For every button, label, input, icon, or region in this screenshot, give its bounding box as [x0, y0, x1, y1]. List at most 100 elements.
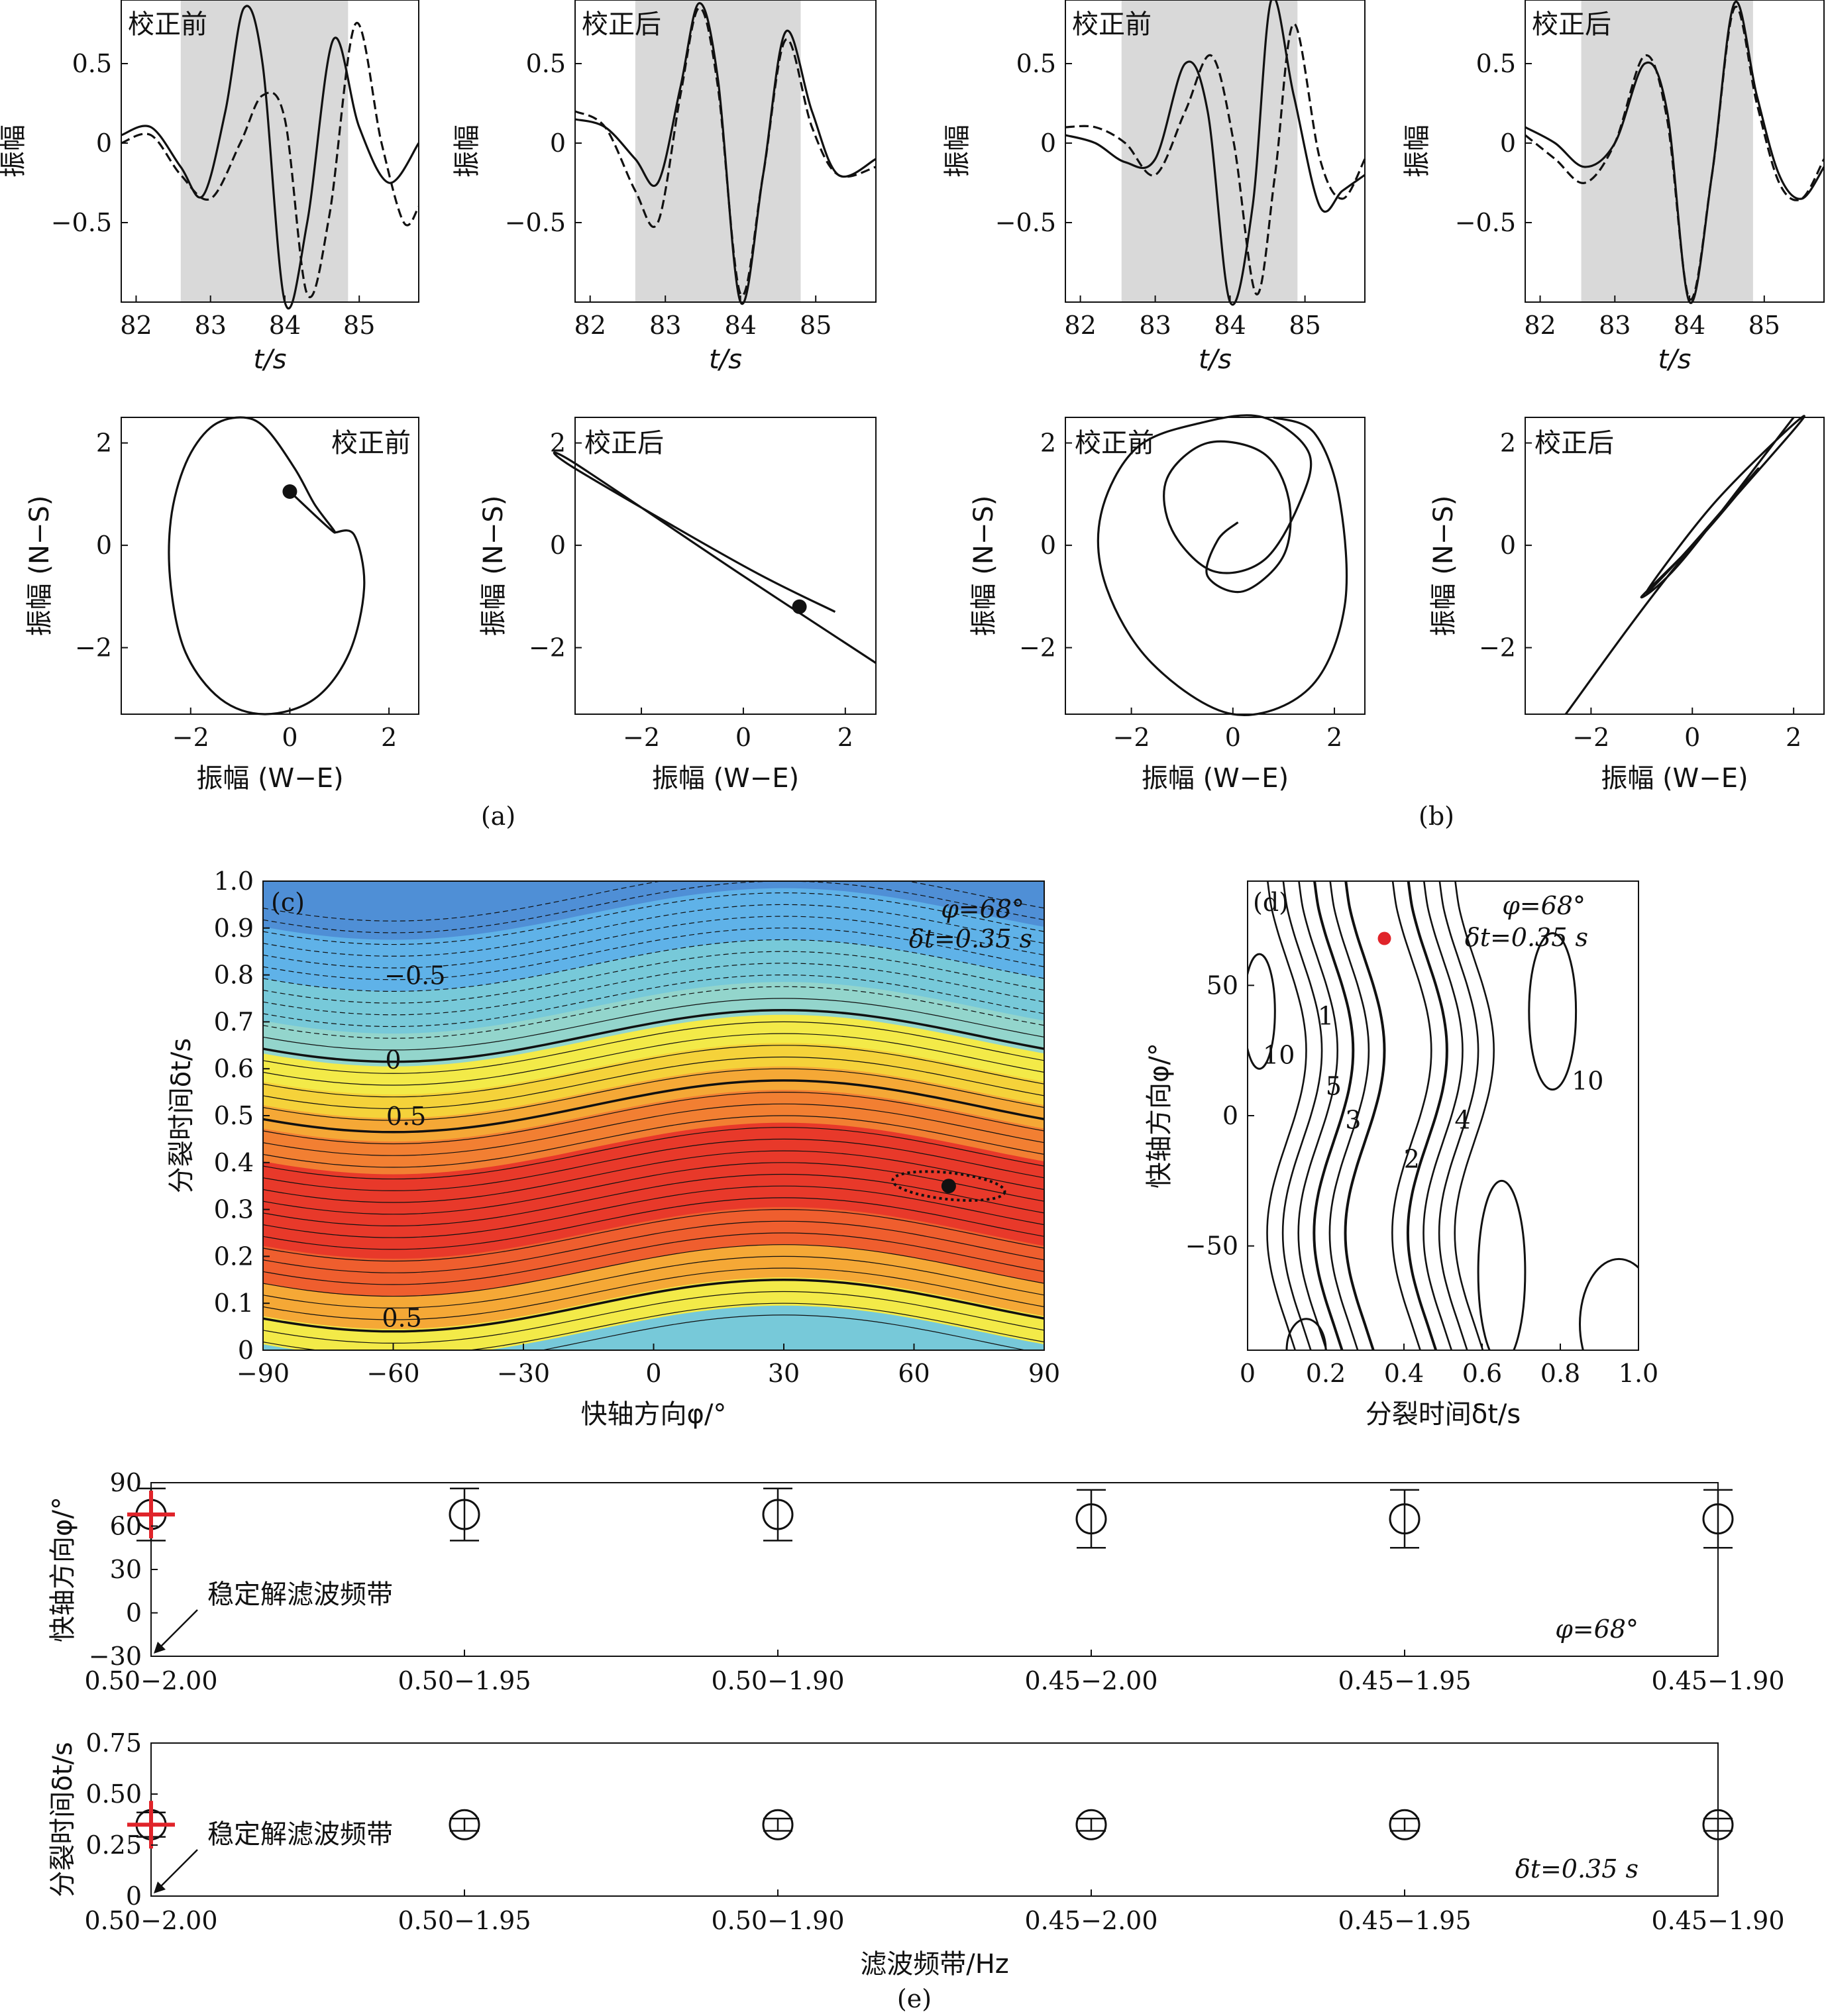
motion-path	[1097, 414, 1348, 716]
x-tick-label: 2	[381, 723, 397, 752]
y-tick-label: 1.0	[214, 867, 254, 896]
energy-contours	[1248, 881, 1638, 1350]
contour-level-label: 1	[1318, 1001, 1334, 1030]
contour-line	[263, 1068, 1044, 1121]
x-tick-label: 0	[1684, 723, 1700, 752]
contour-line	[263, 928, 1044, 981]
x-tick-label: 0.45−1.95	[1338, 1666, 1471, 1695]
panel-title: 校正前	[1072, 9, 1152, 40]
x-tick-label: 84	[269, 311, 301, 340]
x-tick-label: 85	[800, 311, 832, 340]
energy-contour	[1423, 881, 1464, 1350]
x-tick-label: 0.4	[1384, 1359, 1424, 1388]
caption-e: (e)	[897, 1984, 932, 2013]
y-tick-label: −0.5	[505, 208, 566, 237]
y-axis-label: 快轴方向φ/°	[48, 1497, 78, 1642]
waveform-wave_a_before: 82 83 84 85 0.5 0 −0.5 校正前 t/s 振幅	[0, 0, 420, 375]
x-tick-label: 0	[1240, 1359, 1256, 1388]
arrow-head	[154, 1642, 166, 1654]
y-tick-label: 0.75	[85, 1728, 142, 1758]
y-tick-label: −0.5	[995, 208, 1056, 237]
y-axis-label: 振幅 (N−S)	[1428, 496, 1459, 637]
waveform-panels: 82 83 84 85 0.5 0 −0.5 校正前 t/s 振幅 82 83 84 85 0.5 0 −0.5…	[0, 0, 1825, 375]
y-axis-label: 振幅	[452, 125, 482, 178]
trace-fast	[1525, 0, 1825, 304]
contour-level-label: 10	[1263, 1040, 1295, 1069]
contour-line	[263, 1244, 1044, 1297]
contour-panel-c: −0.5 0 0.5 0.5 φ=68°δt=0.35 s (c) −90 −60 −30 0 30…	[166, 867, 1060, 1430]
energy-contour	[1454, 881, 1495, 1350]
contour-line	[263, 974, 1044, 1028]
x-axis-label: 振幅 (W−E)	[652, 763, 799, 794]
measurement-marker	[1702, 1503, 1734, 1535]
y-tick-label: 0	[96, 129, 112, 158]
y-tick-label: 0	[238, 1336, 254, 1365]
x-axis-label: 振幅 (W−E)	[196, 763, 343, 794]
x-tick-label: 82	[120, 311, 152, 340]
plot-frame	[121, 417, 419, 715]
x-tick-label: −2	[172, 723, 209, 752]
arrow-head	[154, 1882, 166, 1893]
y-axis-label: 分裂时间δt/s	[48, 1742, 78, 1897]
x-tick-label: 0.50−1.95	[398, 1906, 531, 1935]
contour-line	[263, 1279, 1044, 1333]
energy-panel-d: 10 2 3 4 5 10 1 (d) φ=68° δt=0.35 s 0 0.2 0.4 0.6 0.8 1…	[1144, 880, 1658, 1430]
motion-path	[168, 416, 366, 716]
contour-line	[263, 998, 1044, 1051]
y-tick-label: 0.4	[214, 1148, 254, 1177]
y-tick-label: 0.7	[214, 1007, 254, 1036]
measurement-marker	[449, 1499, 480, 1530]
y-tick-label: −50	[1185, 1232, 1238, 1261]
x-tick-label: 0.45−1.95	[1338, 1906, 1471, 1935]
contour-line	[263, 951, 1044, 1004]
contour-line	[263, 1197, 1044, 1250]
best-solution-dot	[1377, 931, 1391, 945]
panel-title: 校正后	[584, 428, 664, 458]
best-solution-dot	[941, 1179, 956, 1194]
contour-fill	[263, 881, 1044, 1350]
y-tick-label: 0.50	[85, 1779, 142, 1809]
y-axis-label: 快轴方向φ/°	[1144, 1043, 1175, 1189]
contour-line	[263, 939, 1044, 992]
y-axis-label: 振幅	[942, 125, 973, 178]
energy-contour	[1328, 881, 1370, 1350]
y-tick-label: 30	[110, 1555, 142, 1584]
y-tick-label: 0.5	[1476, 49, 1516, 78]
waveform-wave_b_after: 82 83 84 85 0.5 0 −0.5 校正后 t/s 振幅	[1402, 0, 1825, 375]
y-tick-label: 0	[550, 129, 566, 158]
contour-line	[263, 881, 1044, 933]
contour-line	[263, 1291, 1044, 1344]
stable-band-label: 稳定解滤波频带	[207, 1579, 393, 1610]
contour-line	[263, 881, 1044, 922]
x-axis-label: 快轴方向φ/°	[581, 1399, 727, 1430]
contour-line	[263, 1091, 1044, 1145]
measurement-marker	[762, 1499, 794, 1530]
trace-fast	[121, 5, 420, 309]
y-tick-label: −30	[89, 1642, 142, 1671]
measurement-marker	[1075, 1503, 1107, 1535]
x-tick-label: 2	[1786, 723, 1801, 752]
y-axis-label: 振幅 (N−S)	[478, 496, 509, 637]
contour-line	[263, 892, 1044, 945]
trace-fast	[1065, 0, 1366, 306]
y-tick-label: 0.1	[214, 1289, 254, 1318]
energy-contour	[1266, 881, 1307, 1350]
x-tick-label: 84	[725, 311, 757, 340]
measurement-marker	[449, 1809, 480, 1840]
y-tick-label: 2	[96, 429, 112, 458]
y-tick-label: 0.5	[526, 49, 566, 78]
x-tick-label: 0.45−2.00	[1024, 1666, 1157, 1695]
plot-frame	[121, 0, 419, 303]
arrow-line	[154, 1849, 198, 1893]
x-tick-label: 82	[1064, 311, 1096, 340]
y-tick-label: −0.5	[1455, 208, 1516, 237]
y-tick-label: 50	[1207, 971, 1238, 1000]
contour-line	[263, 1208, 1044, 1262]
plot-frame	[150, 1482, 1719, 1657]
best-phi-annotation: φ=68°	[941, 894, 1024, 924]
trace-slow	[574, 7, 877, 297]
trace-slow	[1525, 5, 1825, 301]
